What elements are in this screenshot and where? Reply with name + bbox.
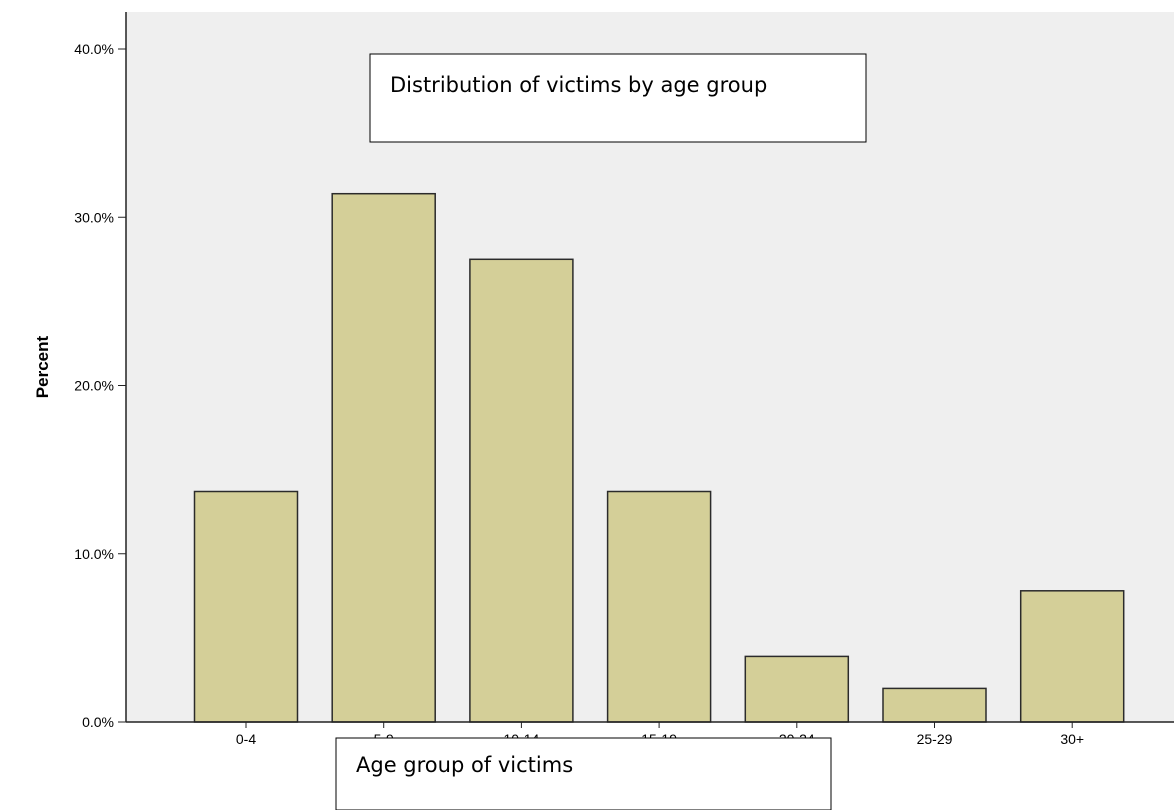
x-tick-label: 25-29 bbox=[917, 731, 953, 747]
x-tick-label: 0-4 bbox=[236, 731, 256, 747]
x-axis-label-box bbox=[335, 737, 832, 810]
x-tick-label: 30+ bbox=[1060, 731, 1084, 747]
x-axis-label: Age group of victims bbox=[356, 753, 573, 777]
y-axis-label: Percent bbox=[33, 335, 52, 398]
chart-title: Distribution of victims by age group bbox=[390, 73, 767, 97]
y-tick-label: 30.0% bbox=[74, 209, 114, 225]
y-ticks-group: 0.0% 10.0% 20.0% 30.0% 40.0% bbox=[74, 41, 126, 730]
bar-15-19 bbox=[606, 490, 712, 723]
y-tick-label: 10.0% bbox=[74, 546, 114, 562]
y-tick-label: 0.0% bbox=[82, 714, 114, 730]
bar-30+ bbox=[1019, 590, 1125, 723]
chart-title-box bbox=[369, 53, 867, 143]
bar-0-4 bbox=[193, 490, 299, 723]
bar-10-14 bbox=[469, 258, 574, 723]
bars-group bbox=[193, 192, 1125, 723]
y-tick-label: 20.0% bbox=[74, 378, 114, 394]
bar-20-24 bbox=[744, 655, 850, 723]
bar-25-29 bbox=[882, 687, 987, 723]
y-tick-label: 40.0% bbox=[74, 41, 114, 57]
bar-5-9 bbox=[331, 192, 436, 723]
